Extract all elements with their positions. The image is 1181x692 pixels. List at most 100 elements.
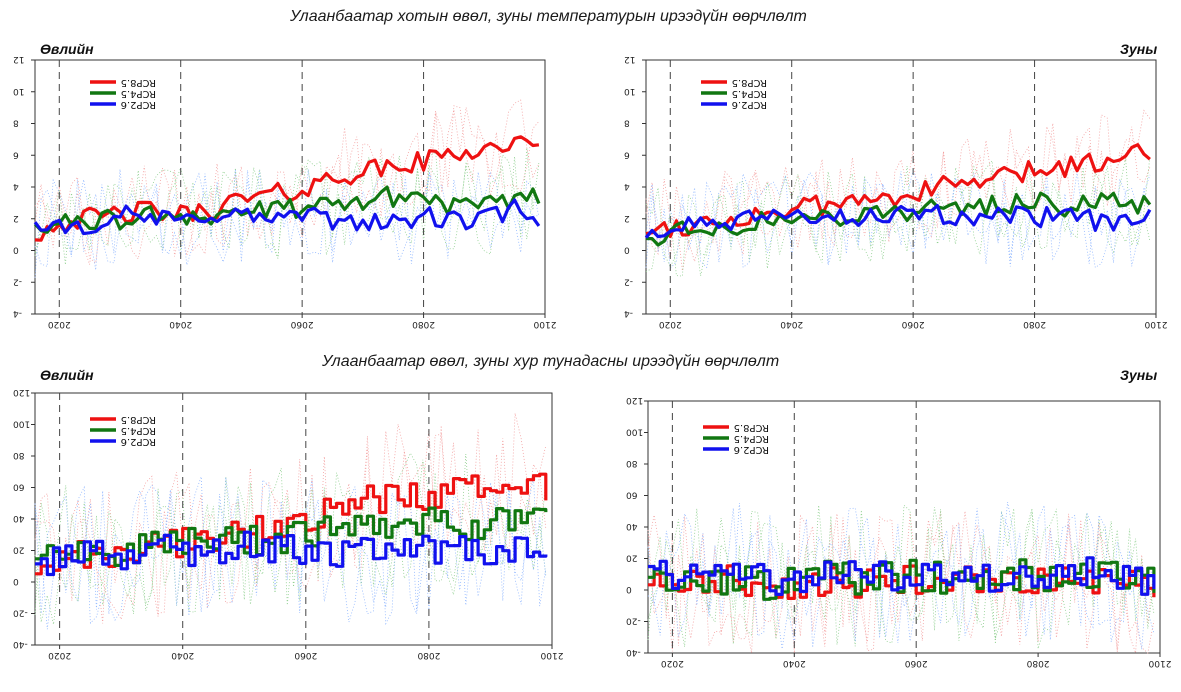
model-spread-line (645, 169, 1151, 270)
y-tick-label: -4 (624, 308, 633, 318)
y-tick-label: 6 (13, 149, 19, 159)
chart-summer-temperature: 2020 2040 2060 2080 2100-4-2024681012RCP8.5R… (624, 54, 1168, 329)
y-tick-label: 4 (13, 181, 19, 191)
x-tick-label: 2040 (169, 319, 192, 329)
chart-winter-precipitation: 2020 2040 2060 2080 2100-40-2002040608010012… (13, 387, 564, 660)
y-tick-label: -4 (13, 308, 22, 318)
y-tick-label: -40 (13, 639, 28, 649)
y-tick-label: 0 (13, 245, 19, 255)
temperature-heading: Улаанбаатар хотын өвөл, зуны температуры… (290, 8, 807, 25)
series-line-rcp85 (35, 472, 548, 576)
y-tick-label: -40 (626, 647, 641, 657)
y-tick-label: 40 (13, 513, 25, 523)
model-spread-line (647, 502, 1155, 649)
y-tick-label: 100 (13, 419, 30, 429)
series-line-rcp45 (33, 185, 541, 234)
y-tick-label: 100 (626, 427, 643, 437)
x-tick-label: 2020 (48, 319, 71, 329)
y-tick-label: 2 (624, 213, 630, 223)
legend-label: RCP2.6 (734, 444, 769, 455)
y-tick-label: -20 (626, 616, 641, 626)
series-line-rcp26 (648, 556, 1156, 596)
legend-label: RCP8.5 (732, 77, 767, 88)
y-tick-label: 80 (626, 458, 638, 468)
model-spread-line (647, 511, 1155, 654)
y-tick-label: -2 (13, 276, 22, 286)
x-tick-label: 2100 (1148, 658, 1171, 668)
x-tick-label: 2100 (533, 319, 556, 329)
series-line-rcp85 (34, 135, 540, 242)
x-tick-label: 2040 (780, 319, 803, 329)
model-spread-line (34, 99, 540, 265)
precipitation-heading: Улаанбаатар өвөл, зуны хур тунадасны ирэ… (322, 353, 780, 370)
y-tick-label: 2 (13, 213, 19, 223)
model-spread-line (647, 513, 1155, 654)
legend-label: RCP2.6 (121, 99, 156, 110)
y-tick-label: 6 (624, 149, 630, 159)
model-spread-line (647, 503, 1155, 650)
x-tick-label: 2060 (294, 650, 317, 660)
legend-label: RCP2.6 (121, 436, 156, 447)
series-line-rcp26 (35, 530, 548, 577)
y-tick-label: 60 (626, 490, 638, 500)
y-tick-label: 120 (626, 395, 643, 405)
x-tick-label: 2020 (659, 319, 682, 329)
y-tick-label: 60 (13, 482, 25, 492)
legend-label: RCP8.5 (121, 77, 156, 88)
x-tick-label: 2020 (661, 658, 684, 668)
x-tick-label: 2040 (783, 658, 806, 668)
y-tick-label: -20 (13, 608, 28, 618)
model-spread-line (34, 413, 547, 621)
chart-title-winter-precip: Өвлийн (40, 367, 94, 383)
y-tick-label: 0 (624, 245, 630, 255)
x-tick-label: 2020 (48, 650, 71, 660)
y-tick-label: 10 (13, 86, 25, 96)
legend-label: RCP8.5 (734, 422, 769, 433)
x-tick-label: 2080 (412, 319, 435, 329)
legend-label: RCP4.5 (121, 88, 156, 99)
y-tick-label: 12 (13, 54, 24, 64)
y-tick-label: 20 (626, 553, 638, 563)
y-tick-label: 80 (13, 450, 25, 460)
y-tick-label: 12 (624, 54, 635, 64)
plot-frame (645, 59, 1157, 315)
x-tick-label: 2080 (1023, 319, 1046, 329)
chart-winter-temperature: 2020 2040 2060 2080 2100-4-2024681012RCP8.5R… (13, 54, 557, 329)
x-tick-label: 2080 (417, 650, 440, 660)
model-spread-line (34, 424, 547, 624)
chart-title-winter-temp: Өвлийн (40, 41, 94, 57)
y-tick-label: 8 (624, 118, 630, 128)
legend-label: RCP4.5 (734, 433, 769, 444)
series-line-rcp26 (33, 198, 541, 236)
y-tick-label: 10 (624, 86, 636, 96)
model-spread-line (34, 169, 539, 267)
y-tick-label: 120 (13, 387, 30, 397)
chart-title-summer-temp: Зуны (1120, 41, 1158, 57)
x-tick-label: 2100 (1144, 319, 1167, 329)
legend-label: RCP4.5 (121, 425, 156, 436)
x-tick-label: 2080 (1026, 658, 1049, 668)
y-tick-label: 4 (624, 181, 630, 191)
chart-title-summer-precip: Зуны (1120, 367, 1158, 383)
y-tick-label: 20 (13, 545, 25, 555)
x-tick-label: 2100 (540, 650, 563, 660)
model-spread-line (34, 477, 547, 630)
series-line-rcp26 (644, 204, 1152, 239)
legend-label: RCP8.5 (121, 414, 156, 425)
y-tick-label: 40 (626, 521, 638, 531)
x-tick-label: 2060 (290, 319, 313, 329)
x-tick-label: 2060 (901, 319, 924, 329)
x-tick-label: 2060 (904, 658, 927, 668)
chart-summer-precipitation: 2020 2040 2060 2080 2100-40-2002040608010012… (626, 395, 1172, 668)
model-spread-line (645, 109, 1151, 260)
legend-label: RCP2.6 (732, 99, 767, 110)
y-tick-label: 0 (13, 576, 19, 586)
legend-label: RCP4.5 (732, 88, 767, 99)
model-spread-line (645, 114, 1151, 271)
y-tick-label: 8 (13, 118, 19, 128)
series-line-rcp85 (645, 143, 1151, 239)
series-line-rcp45 (648, 558, 1156, 601)
x-tick-label: 2040 (171, 650, 194, 660)
y-tick-label: -2 (624, 276, 633, 286)
y-tick-label: 0 (626, 584, 632, 594)
